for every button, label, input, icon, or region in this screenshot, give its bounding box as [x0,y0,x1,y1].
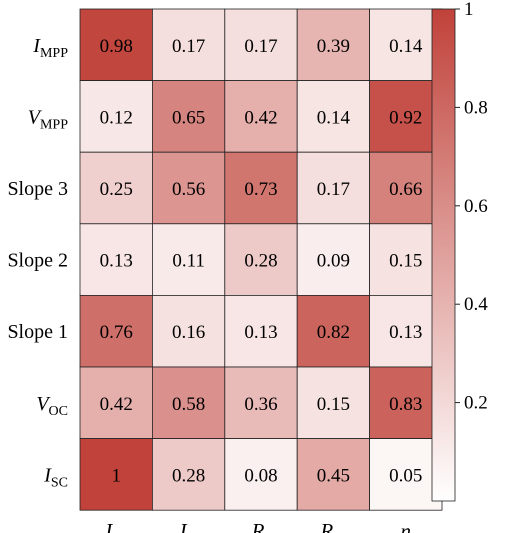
cell-value-label: 0.39 [317,36,350,57]
cell-value-label: 0.42 [100,394,133,415]
colorbar: 0.2 0.4 0.6 0.8 1 [431,0,488,502]
cell-value-label: 0.17 [244,36,277,57]
cell-value-label: 0.25 [100,179,133,200]
heatmap-cell [79,80,153,153]
heatmap-cell [296,151,371,225]
colorbar-tick-label: 1 [464,0,474,20]
cell-value-label: 0.15 [389,251,422,272]
cell-value-label: 0.09 [317,251,350,272]
heatmap-cell [369,8,443,81]
cell-value-label: 0.65 [172,107,205,128]
row-label: Slope 1 [7,321,68,343]
cell-value-label: 0.76 [100,322,133,343]
heatmap-cell [79,294,153,368]
cell-value-label: 0.66 [389,179,422,200]
cell-value-label: 0.73 [244,179,277,200]
cell-value-label: 0.13 [389,322,422,343]
cell-value-label: 0.11 [172,251,205,272]
heatmap-cells: 0.98 0.17 0.17 0.39 0.14 0.12 0.65 0.42 0.14 0.92… [79,8,443,511]
cell-value-label: 0.12 [100,107,133,128]
heatmap-cell [296,8,371,81]
row-label: VMPP [28,106,68,132]
cell-value-label: 0.83 [389,394,422,415]
cell-value-label: 0.98 [100,36,133,57]
heatmap-cell [151,223,226,296]
cell-value-label: 0.82 [317,322,350,343]
heatmap-cell [369,151,443,225]
heatmap-cell [296,438,371,511]
heatmap-cell [369,294,443,368]
colorbar-tick-label: 0.8 [464,97,488,118]
colorbar-tick-label: 0.2 [464,393,488,414]
heatmap-cell [79,438,153,511]
heatmap-cell [79,223,153,296]
cell-value-label: 0.05 [389,465,422,486]
heatmap-cell [151,294,226,368]
column-labels: Iph ID Rs Rsh n [104,519,411,533]
row-label: Slope 3 [7,178,68,200]
cell-value-label: 0.36 [244,394,277,415]
heatmap-cell [369,223,443,296]
column-label: Rsh [319,519,346,533]
column-label: n [401,519,412,533]
cell-value-label: 0.17 [172,36,205,57]
heatmap-cell [296,223,371,296]
cell-value-label: 0.42 [244,107,277,128]
cell-value-label: 0.15 [317,394,350,415]
row-labels: IMPP VMPP Slope 3 Slope 2 Slope 1 VOC ISC [7,35,68,491]
heatmap-cell [296,366,371,439]
heatmap-cell [369,80,443,153]
cell-value-label: 0.56 [172,179,205,200]
heatmap-cell [224,366,298,439]
heatmap-cell [224,151,298,225]
cell-value-label: 0.17 [317,179,350,200]
colorbar-tick-label: 0.4 [464,294,488,315]
cell-value-label: 0.14 [317,107,351,128]
column-label: Iph [104,519,127,533]
cell-value-label: 0.16 [172,322,205,343]
cell-value-label: 0.13 [100,251,133,272]
colorbar-gradient [431,8,456,502]
cell-value-label: 0.08 [244,465,277,486]
cell-value-label: 0.92 [389,107,422,128]
heatmap-cell [369,438,443,511]
colorbar-tick-label: 0.6 [464,196,488,217]
row-label: IMPP [32,35,68,61]
cell-value-label: 0.28 [172,465,205,486]
heatmap-cell [224,8,298,81]
cell-value-label: 0.58 [172,394,205,415]
heatmap-cell [151,366,226,439]
row-label: VOC [36,393,68,419]
heatmap-cell [224,80,298,153]
column-label: ID [179,519,198,533]
cell-value-label: 0.28 [244,251,277,272]
heatmap-cell [151,8,226,81]
row-label: Slope 2 [7,250,68,272]
column-label: Rs [251,519,271,533]
cell-value-label: 1 [111,465,121,486]
cell-value-label: 0.13 [244,322,277,343]
cell-value-label: 0.45 [317,465,350,486]
heatmap-cell [79,8,153,81]
heatmap-cell [224,223,298,296]
row-label: ISC [43,464,68,490]
heatmap-cell [224,294,298,368]
cell-value-label: 0.14 [389,36,423,57]
heatmap-cell [151,151,226,225]
